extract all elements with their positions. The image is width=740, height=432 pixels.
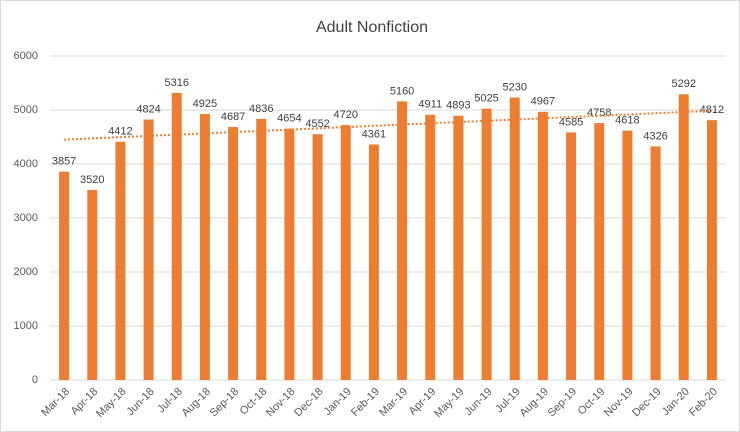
data-label: 4812	[700, 104, 724, 116]
data-label: 5316	[165, 77, 189, 89]
y-tick-label: 1000	[14, 320, 38, 332]
bar	[340, 125, 351, 381]
y-tick-label: 2000	[14, 266, 38, 278]
data-label: 4552	[305, 118, 329, 130]
y-tick-label: 5000	[14, 104, 38, 116]
bar	[566, 132, 577, 380]
data-label: 4893	[446, 100, 470, 112]
bar	[425, 114, 436, 380]
bar	[537, 111, 548, 381]
bar	[481, 108, 492, 381]
data-label: 4654	[277, 113, 301, 125]
bar	[59, 171, 70, 380]
data-label: 4925	[193, 98, 217, 110]
bar	[143, 119, 154, 380]
bar	[256, 118, 267, 380]
data-label: 5292	[672, 78, 696, 90]
data-label: 4412	[108, 126, 132, 138]
data-label: 5230	[503, 81, 527, 93]
data-label: 5025	[474, 93, 498, 105]
bar	[397, 101, 408, 381]
data-label: 3520	[80, 174, 104, 186]
data-label: 4585	[559, 116, 583, 128]
y-tick-label: 0	[32, 374, 38, 386]
bar	[87, 189, 98, 380]
trendline	[64, 109, 712, 141]
data-label: 4326	[643, 130, 667, 142]
bar	[115, 141, 126, 380]
bar	[312, 134, 323, 380]
bar	[453, 115, 464, 380]
bar	[171, 92, 182, 380]
data-label: 4824	[136, 103, 160, 115]
y-tick-label: 6000	[14, 50, 38, 62]
data-label: 5160	[390, 85, 414, 97]
data-label: 4687	[221, 111, 245, 123]
data-label: 4911	[418, 99, 442, 111]
bar	[650, 146, 661, 380]
bar	[706, 120, 717, 380]
bar	[594, 123, 605, 381]
data-label: 4720	[334, 109, 358, 121]
bar	[509, 97, 520, 380]
data-label: 4967	[531, 96, 555, 108]
bar	[622, 130, 633, 380]
data-label: 4361	[362, 128, 386, 140]
data-label: 4836	[249, 103, 273, 115]
data-label: 3857	[52, 156, 76, 168]
data-label: 4758	[587, 107, 611, 119]
y-tick-label: 4000	[14, 158, 38, 170]
bar	[199, 114, 210, 381]
y-tick-label: 3000	[14, 212, 38, 224]
chart-title: Adult Nonfiction	[316, 19, 428, 36]
bar	[228, 126, 239, 380]
data-label: 4618	[615, 115, 639, 127]
bar	[368, 144, 379, 380]
bar	[678, 94, 689, 381]
bar	[284, 128, 295, 380]
